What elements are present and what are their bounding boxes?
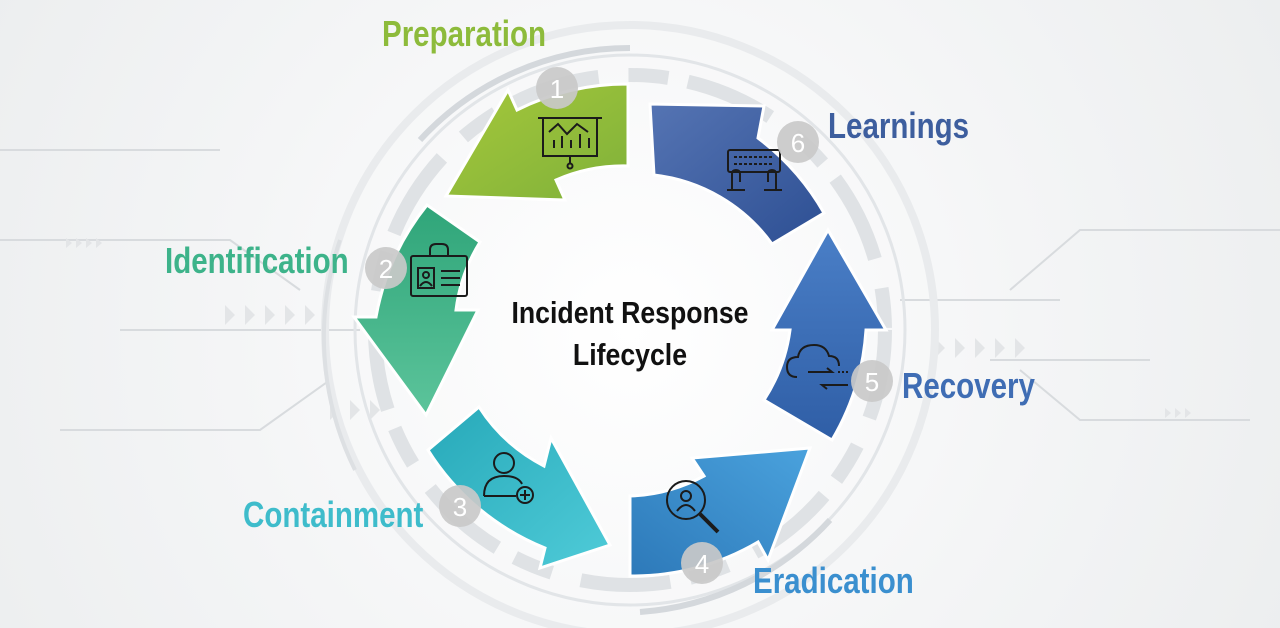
svg-text:1: 1 [550, 74, 564, 104]
id-badge-icon [410, 243, 468, 297]
cloud-sync-icon [785, 343, 850, 390]
stage-6-arrow[interactable] [648, 102, 827, 246]
user-add-icon [483, 452, 534, 504]
stage-5-badge: 5 [851, 360, 893, 402]
stage-label-preparation: Preparation [382, 13, 547, 54]
svg-text:3: 3 [453, 492, 467, 522]
diagram-title-line-1: Incident Response [511, 295, 749, 330]
stage-5-arrow[interactable] [761, 226, 889, 443]
presentation-chart-icon [538, 117, 602, 170]
stage-2-arrow[interactable] [351, 202, 483, 418]
stage-4-arrow[interactable] [628, 446, 813, 578]
svg-text:4: 4 [695, 549, 709, 579]
magnifier-user-icon [666, 480, 720, 534]
stage-1-arrow[interactable] [443, 82, 630, 202]
keyboard-hands-icon [727, 149, 782, 191]
svg-text:6: 6 [791, 128, 805, 158]
diagram-title-line-2: Lifecycle [572, 337, 688, 372]
svg-text:5: 5 [865, 367, 879, 397]
diagram-title: Incident Response Lifecycle [501, 292, 759, 376]
svg-text:2: 2 [379, 254, 393, 284]
stage-3-badge: 3 [439, 485, 481, 527]
stage-label-recovery: Recovery [902, 365, 1035, 406]
background-circuit-decoration [0, 149, 1280, 431]
stage-6-badge: 6 [777, 121, 819, 163]
stage-label-identification: Identification [165, 240, 349, 281]
stage-label-eradication: Eradication [753, 560, 914, 601]
stage-label-learnings: Learnings [828, 105, 970, 146]
stage-2-badge: 2 [365, 247, 407, 289]
stage-4-badge: 4 [681, 542, 723, 584]
stage-label-containment: Containment [243, 494, 424, 535]
stage-1-badge: 1 [536, 67, 578, 109]
